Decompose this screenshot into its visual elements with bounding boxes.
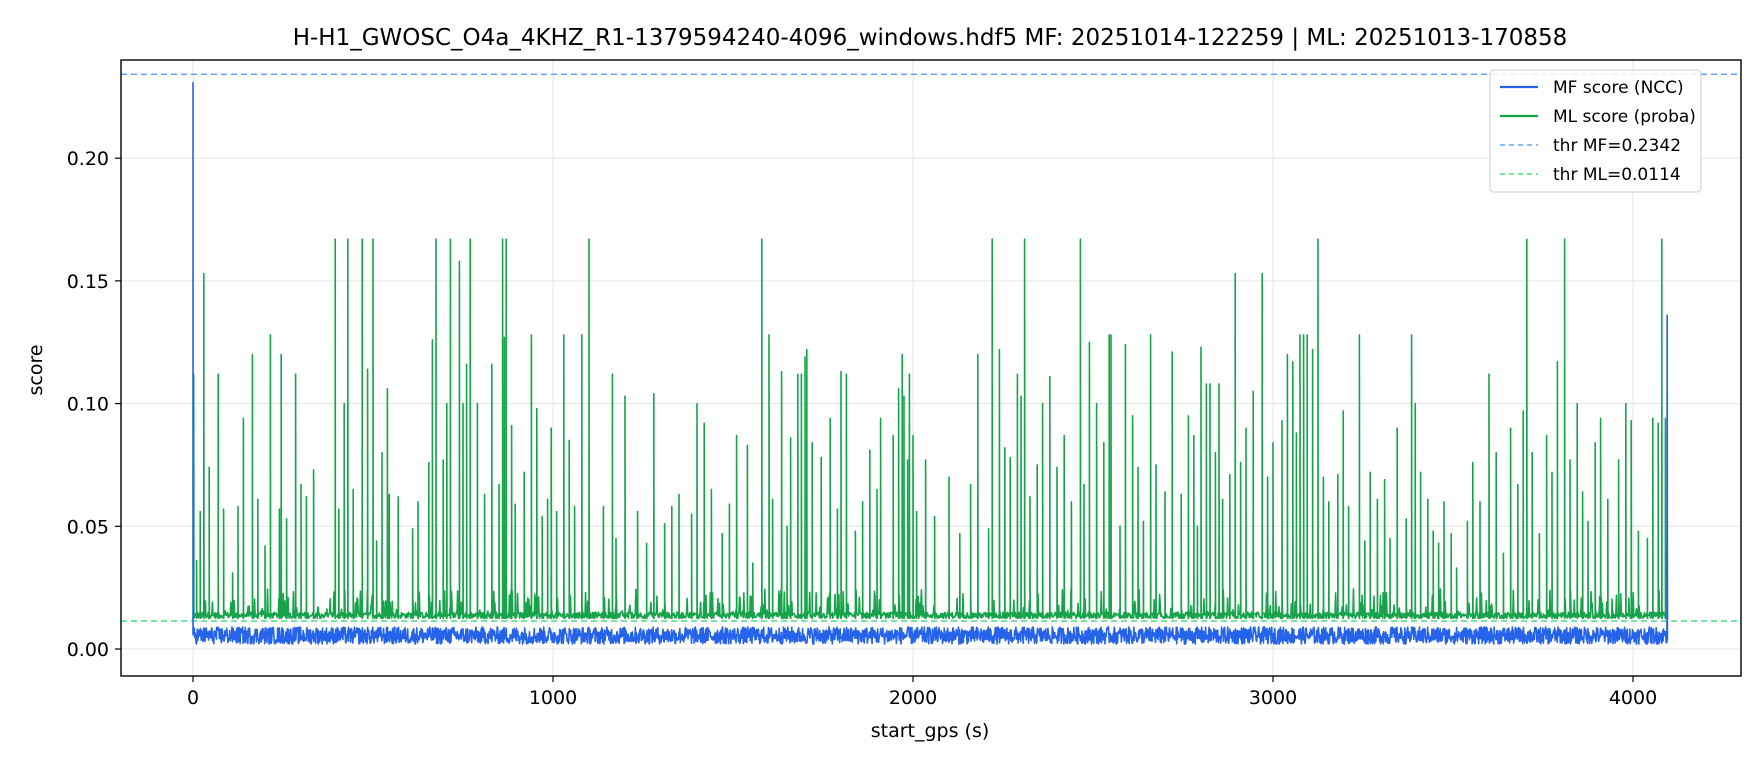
threshold-layer [121,73,1741,622]
y-tick-label: 0.20 [67,148,109,170]
plot-frame [120,59,1742,677]
legend-box [1489,69,1702,193]
x-axis-label: start_gps (s) [871,720,990,742]
x-tick-label: 0 [187,687,199,709]
y-tick-label: 0.10 [67,394,109,416]
legend-label-thr-mf: thr MF=0.2342 [1553,136,1681,156]
legend-label-thr-ml: thr ML=0.0114 [1553,165,1681,185]
y-axis: 0.00 0.05 0.10 0.15 0.20 [67,148,121,661]
ml-score-line [192,238,1669,620]
chart-title: H-H1_GWOSC_O4a_4KHZ_R1-1379594240-4096_w… [293,25,1568,51]
y-tick-label: 0.15 [67,271,109,293]
x-axis: 0 1000 2000 3000 4000 [187,676,1657,709]
legend-label-mf: MF score (NCC) [1553,78,1684,98]
legend: MF score (NCC) ML score (proba) thr MF=0.2… [1489,69,1702,193]
mf-score-line [192,82,1669,645]
x-tick-label: 3000 [1249,687,1297,709]
x-tick-label: 1000 [529,687,577,709]
y-axis-label: score [25,344,47,395]
series-layer [192,82,1669,645]
grid-layer [121,60,1741,676]
legend-label-ml: ML score (proba) [1553,107,1696,127]
x-tick-label: 4000 [1609,687,1657,709]
x-tick-label: 2000 [889,687,937,709]
y-tick-label: 0.05 [67,516,109,538]
y-tick-label: 0.00 [67,639,109,661]
